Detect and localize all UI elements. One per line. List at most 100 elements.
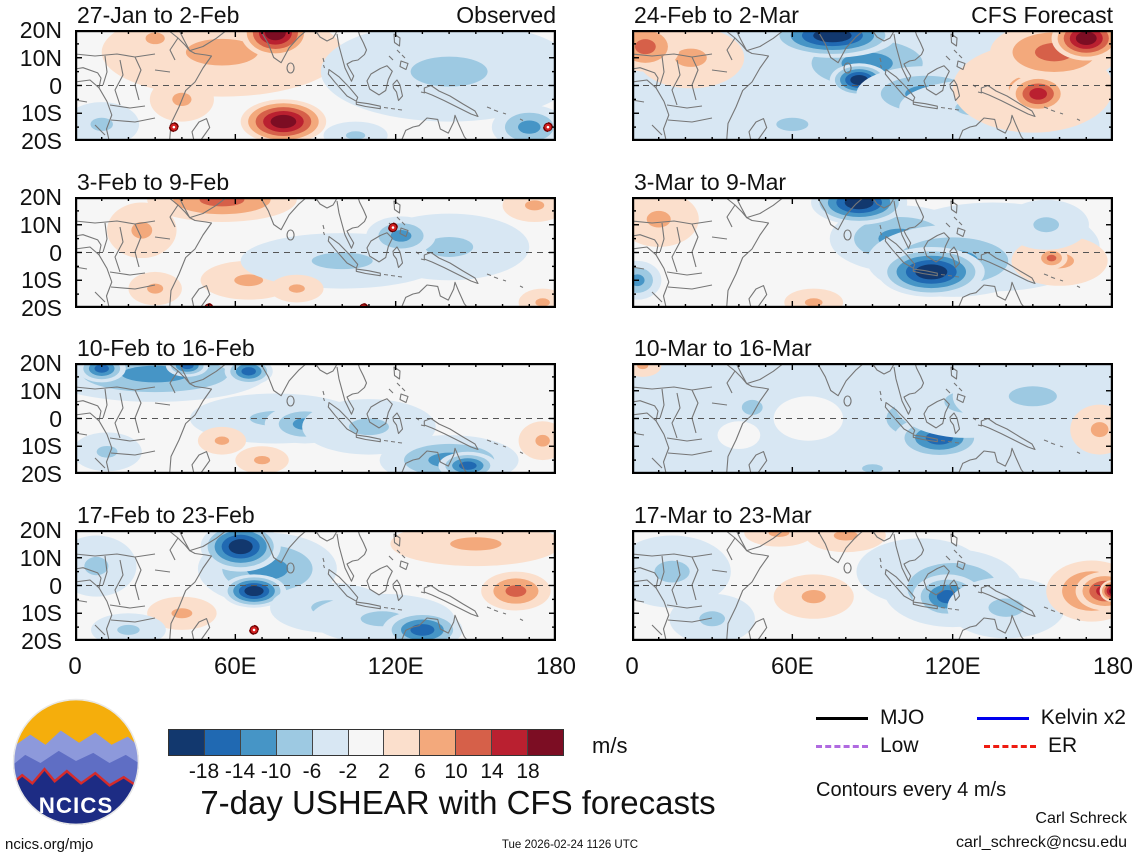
colorbar-segment [240,730,277,755]
coastline [75,204,179,303]
coastline [392,246,404,269]
coastline [980,84,1036,118]
coastline [178,530,228,552]
coastline [923,565,950,596]
coastline [314,197,338,209]
coastline [912,101,938,110]
coastline [355,434,381,443]
coastline [879,224,883,236]
coastline [945,33,966,71]
legend-label: MJO [880,706,925,729]
panel-title: 17-Mar to 23-Mar [634,502,812,528]
coastline [893,197,925,249]
coastline [923,232,950,263]
lat-tick-label: 10N [19,544,62,571]
legend-item-mjo: MJO [816,706,977,730]
tropical-cyclone-icon [249,624,260,635]
credit-name: Carl Schreck [1035,810,1127,827]
coastline [383,106,403,111]
panel-title: 24-Feb to 2-Mar [634,2,799,28]
legend-label: Low [880,734,919,757]
coastline [392,79,404,102]
coastline [816,30,865,64]
coastline [923,65,950,96]
lat-tick-label: 20N [19,517,62,543]
coastline [75,67,113,141]
coastline [893,30,925,82]
coastline [735,197,785,219]
coastline [724,30,770,141]
panel-corner-label: Observed [456,2,556,28]
coastline [980,584,1036,618]
coastline [401,281,468,308]
coastline [632,234,670,308]
coastline [327,236,359,269]
logo-mountains-near [13,769,139,825]
coastline [871,30,895,42]
map-frame [75,197,556,308]
lon-tick-label: 180 [535,653,577,680]
panel-title: 10-Feb to 16-Feb [77,335,255,361]
coastline [816,197,865,231]
colorbar-tick-label: 10 [444,760,468,783]
coastline [167,197,213,308]
coastline [75,234,113,308]
lat-tick-label: 20S [21,128,62,154]
coastline [355,268,381,277]
map-frame [632,30,1113,141]
coastline [884,69,916,102]
low-line-swatch [816,744,868,748]
coastline [388,33,409,71]
colorbar-tick-label: -18 [188,760,220,783]
coastline [167,30,213,141]
coastline [392,579,404,602]
coastline [259,197,308,231]
wave-legend: MJO Kelvin x2 Low ER [816,704,1126,760]
lat-tick-label: 10S [21,600,62,627]
panel-title: 3-Mar to 9-Mar [634,169,787,195]
coastline [724,363,770,474]
coastline [843,62,852,74]
coastline [945,366,966,404]
coastline [401,447,468,474]
panel-title: 17-Feb to 23-Feb [77,502,255,528]
lon-tick-label: 180 [1092,653,1134,680]
lat-tick-label: 10N [19,44,62,71]
map-frame [75,530,556,641]
colorbar-tick-label: 18 [516,760,540,783]
tropical-cyclone-icon [542,122,553,133]
coastline [322,557,326,569]
mjo-line-swatch [816,716,868,720]
filled-contour-map [632,363,1113,474]
panel-title: 3-Feb to 9-Feb [77,169,230,195]
tropical-cyclone-icon [387,222,398,233]
filled-contour-map [75,530,556,641]
coastline [912,268,938,277]
colorbar-segment [276,730,313,755]
coastline [843,395,852,407]
map-panel-obs-week1: 27-Jan to 2-Feb Observed [75,2,556,143]
coastline [1043,106,1081,121]
tropical-cyclone-icon [168,122,179,133]
coastline [178,30,228,52]
legend-label: ER [1048,734,1078,757]
coastline [879,557,883,569]
coastline [392,412,404,435]
colorbar-segment [204,730,241,755]
coastline [75,37,179,136]
coastline [167,530,213,641]
filled-contour-map [75,197,556,308]
coastline [401,614,468,641]
logo-red-ridge-line [13,767,139,791]
lat-tick-label: 20S [21,628,62,654]
colorbar-tick-label: -2 [338,760,358,783]
coastline [286,562,295,574]
coastline [884,236,916,269]
coastline [940,273,960,278]
coastline [843,229,852,241]
coastline [949,579,961,602]
coastline [322,57,326,69]
coastline [286,229,295,241]
coastline [632,67,670,141]
